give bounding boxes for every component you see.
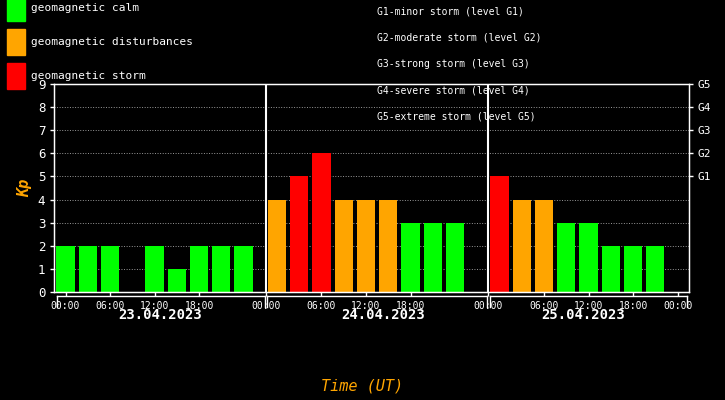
Bar: [167, 269, 186, 292]
Bar: [312, 153, 331, 292]
Bar: [234, 246, 253, 292]
Bar: [646, 246, 665, 292]
Text: G5-extreme storm (level G5): G5-extreme storm (level G5): [377, 112, 536, 122]
Bar: [423, 223, 442, 292]
Bar: [490, 176, 509, 292]
Text: 23.04.2023: 23.04.2023: [118, 308, 202, 322]
Bar: [446, 223, 464, 292]
Bar: [78, 246, 97, 292]
Text: geomagnetic calm: geomagnetic calm: [31, 3, 139, 13]
Text: geomagnetic storm: geomagnetic storm: [31, 71, 146, 81]
Bar: [379, 200, 397, 292]
Bar: [624, 246, 642, 292]
Bar: [190, 246, 208, 292]
Bar: [602, 246, 620, 292]
Bar: [146, 246, 164, 292]
Bar: [579, 223, 597, 292]
Text: Time (UT): Time (UT): [321, 378, 404, 394]
Text: G2-moderate storm (level G2): G2-moderate storm (level G2): [377, 32, 542, 42]
Text: G1-minor storm (level G1): G1-minor storm (level G1): [377, 6, 524, 16]
Bar: [558, 223, 576, 292]
Text: 24.04.2023: 24.04.2023: [341, 308, 425, 322]
Y-axis label: Kp: Kp: [17, 179, 33, 197]
Bar: [535, 200, 553, 292]
Text: geomagnetic disturbances: geomagnetic disturbances: [31, 37, 193, 47]
Bar: [101, 246, 119, 292]
Bar: [513, 200, 531, 292]
Text: G3-strong storm (level G3): G3-strong storm (level G3): [377, 59, 530, 69]
Text: 25.04.2023: 25.04.2023: [541, 308, 625, 322]
Bar: [212, 246, 231, 292]
Bar: [335, 200, 353, 292]
Bar: [402, 223, 420, 292]
Text: G4-severe storm (level G4): G4-severe storm (level G4): [377, 85, 530, 95]
Bar: [290, 176, 308, 292]
Bar: [357, 200, 375, 292]
Bar: [268, 200, 286, 292]
Bar: [57, 246, 75, 292]
